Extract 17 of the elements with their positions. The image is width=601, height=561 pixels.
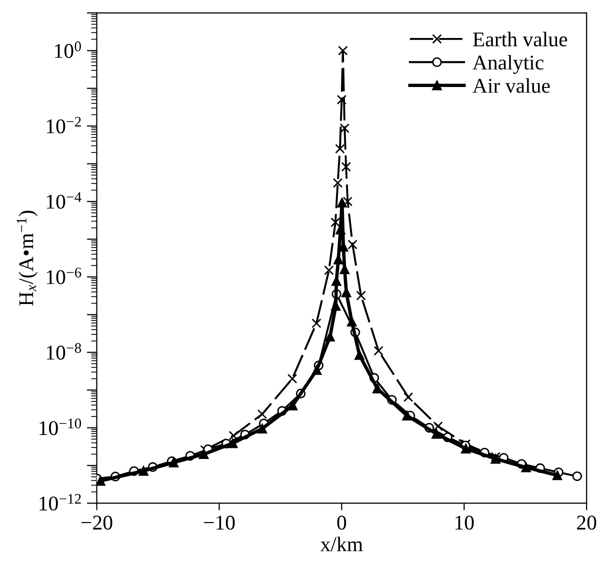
y-axis-title: H$_{x}$/(A•m$^{−1}$) xyxy=(16,210,38,306)
legend-label: Analytic xyxy=(472,54,544,74)
y-tick-label: 10$^{0}$ xyxy=(55,41,81,58)
y-tick-label: 10$^{−10}$ xyxy=(40,418,82,436)
x-tick-label: 10 xyxy=(456,516,474,530)
y-tick-label: 10$^{−2}$ xyxy=(46,116,81,134)
legend-label: Earth value xyxy=(472,32,568,46)
y-tick-label: 10$^{−12}$ xyxy=(40,494,81,511)
x-tick-label: 0 xyxy=(337,516,346,530)
legend-label: Air value xyxy=(472,78,550,93)
x-tick-label: 20 xyxy=(577,516,596,530)
y-tick-label: 10$^{−6}$ xyxy=(46,268,82,284)
y-tick-label: 10$^{−8}$ xyxy=(46,343,82,360)
y-tick-label: 10$^{−4}$ xyxy=(46,192,82,209)
x-axis-title: x/km xyxy=(320,536,363,552)
x-tick-label: −10 xyxy=(204,516,235,530)
x-tick-label: −20 xyxy=(82,516,112,530)
